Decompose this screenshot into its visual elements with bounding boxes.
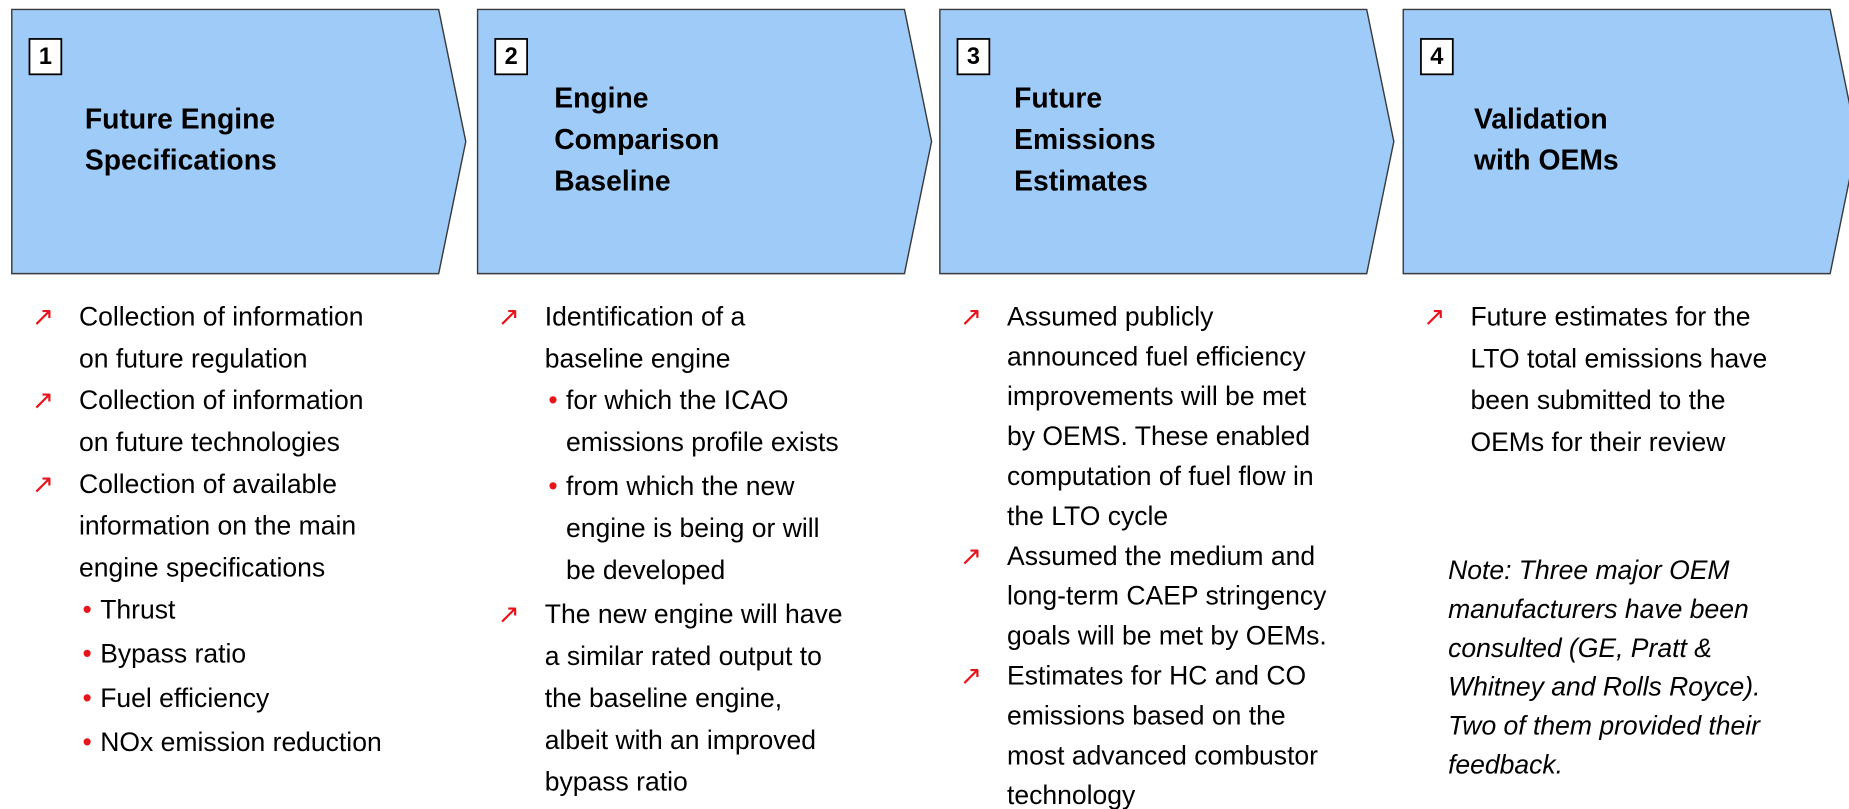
step-title: Specifications	[85, 144, 277, 176]
bullet-text: on future technologies	[79, 427, 340, 457]
bullet-text: Collection of available	[79, 469, 337, 499]
bullet-text: long-term CAEP stringency	[1007, 581, 1327, 611]
step-title: Estimates	[1014, 164, 1148, 196]
sub-bullet-text: be developed	[566, 555, 725, 585]
bullet-text: on future regulation	[79, 343, 308, 373]
chevron	[11, 8, 467, 275]
step-title: Future	[1014, 82, 1102, 114]
bullet-text: LTO total emissions have	[1470, 343, 1767, 373]
sub-bullet-text: Fuel efficiency	[100, 683, 270, 713]
bullet-text: bypass ratio	[545, 767, 688, 797]
arrow-bullet: ↗	[32, 301, 54, 331]
arrow-bullet: ↗	[960, 661, 982, 691]
arrow-bullet: ↗	[32, 469, 54, 499]
bullet-text: information on the main	[79, 511, 356, 541]
bullet-text: announced fuel efficiency	[1007, 341, 1307, 371]
arrow-bullet: ↗	[32, 385, 54, 415]
bullet-text: The new engine will have	[545, 599, 843, 629]
arrow-bullet: ↗	[498, 301, 520, 331]
step-title: with OEMs	[1473, 144, 1619, 176]
bullet-text: by OEMS. These enabled	[1007, 421, 1310, 451]
bullet-text: the LTO cycle	[1007, 501, 1168, 531]
sub-bullet-text: Bypass ratio	[100, 639, 246, 669]
arrow-bullet: ↗	[960, 541, 982, 571]
bullet-text: been submitted to the	[1470, 385, 1725, 415]
sub-bullet: •	[548, 385, 557, 415]
bullet-text: Assumed the medium and	[1007, 541, 1315, 571]
bullet-text: engine specifications	[79, 553, 325, 583]
bullet-text: the baseline engine,	[545, 683, 782, 713]
step-number: 2	[505, 43, 518, 69]
bullet-text: Future estimates for the	[1470, 301, 1750, 331]
step-title: Validation	[1474, 102, 1608, 134]
arrow-bullet: ↗	[960, 301, 982, 331]
sub-bullet-text: from which the new	[566, 471, 795, 501]
number-box	[28, 38, 63, 76]
bullet-text: albeit with an improved	[545, 725, 816, 755]
note-text: manufacturers have been	[1448, 594, 1749, 624]
number-box	[956, 38, 991, 76]
sub-bullet: •	[83, 594, 92, 624]
bullet-text: baseline engine	[545, 343, 731, 373]
sub-bullet-text: for which the ICAO	[566, 385, 789, 415]
arrow-bullet: ↗	[1423, 301, 1445, 331]
bullet-text: emissions based on the	[1007, 700, 1286, 730]
chevron	[476, 8, 933, 275]
bullet-text: improvements will be met	[1007, 381, 1307, 411]
bullet-text: goals will be met by OEMs.	[1007, 621, 1327, 651]
bullet-text: Estimates for HC and CO	[1007, 661, 1306, 691]
step-title: Comparison	[554, 123, 719, 155]
note-text: Note: Three major OEM	[1448, 555, 1730, 585]
step-title: Future Engine	[85, 102, 275, 134]
chevron	[939, 8, 1395, 275]
bullet-text: computation of fuel flow in	[1007, 461, 1314, 491]
bullet-text: Collection of information	[79, 385, 363, 415]
step-number: 4	[1430, 43, 1443, 69]
step-number: 1	[39, 43, 52, 69]
number-box	[494, 38, 528, 76]
sub-bullet-text: Thrust	[100, 594, 176, 624]
bullet-text: Collection of information	[79, 301, 363, 331]
step-number: 3	[967, 43, 980, 69]
step-title: Baseline	[554, 164, 670, 196]
step-title: Emissions	[1014, 123, 1156, 155]
sub-bullet-text: NOx emission reduction	[100, 727, 381, 757]
sub-bullet: •	[83, 683, 92, 713]
arrow-bullet: ↗	[498, 599, 520, 629]
bullet-text: a similar rated output to	[545, 641, 822, 671]
sub-bullet: •	[83, 639, 92, 669]
bullet-text: most advanced combustor	[1007, 740, 1318, 770]
sub-bullet: •	[548, 471, 557, 501]
sub-bullet-text: emissions profile exists	[566, 427, 839, 457]
note-text: Two of them provided their	[1448, 711, 1761, 741]
sub-bullet-text: engine is being or will	[566, 513, 820, 543]
note-text: Whitney and Rolls Royce).	[1448, 672, 1760, 702]
bullet-text: technology	[1007, 780, 1136, 809]
bullet-text: Assumed publicly	[1007, 301, 1214, 331]
sub-bullet: •	[83, 727, 92, 757]
chevron	[1402, 8, 1849, 275]
note-text: consulted (GE, Pratt &	[1448, 633, 1712, 663]
bullet-text: Identification of a	[545, 301, 746, 331]
note-text: feedback.	[1448, 750, 1563, 780]
bullet-text: OEMs for their review	[1470, 427, 1726, 457]
step-title: Engine	[554, 82, 648, 114]
number-box	[1420, 38, 1454, 76]
